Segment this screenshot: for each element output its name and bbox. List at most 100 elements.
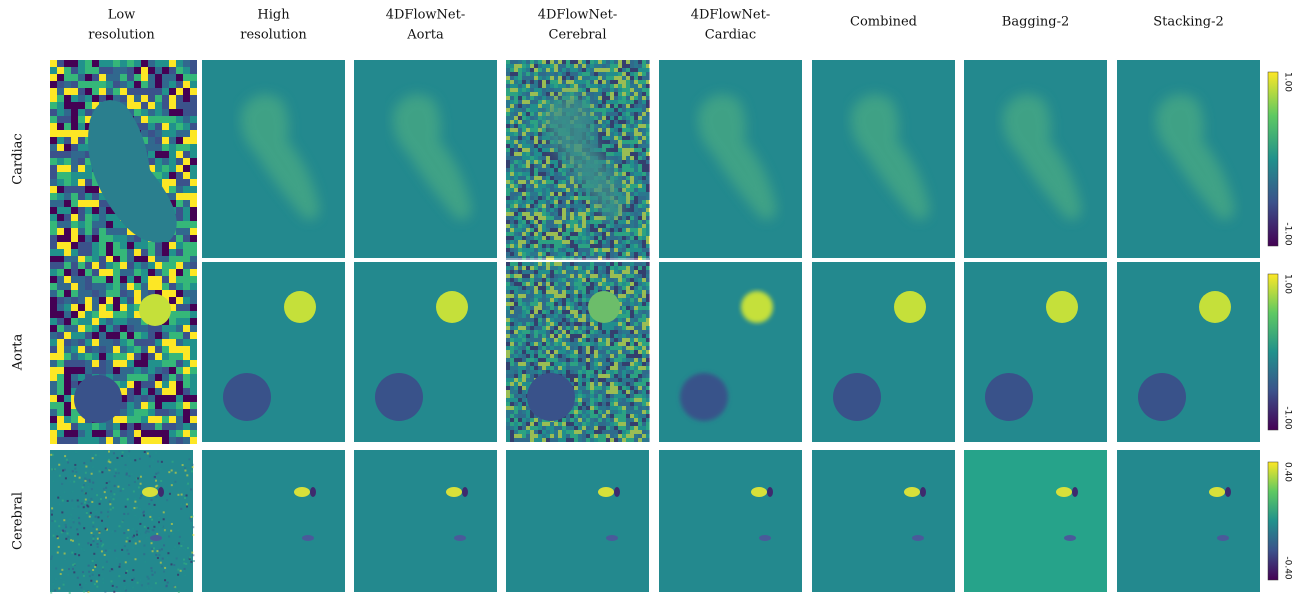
noise-pixel [162, 144, 169, 151]
noise-pixel [602, 342, 606, 346]
noise-pixel [590, 426, 594, 430]
noise-pixel [634, 394, 638, 398]
noise-pixel [590, 322, 594, 326]
noise-pixel [542, 342, 546, 346]
noise-pixel [518, 294, 522, 298]
noise-pixel [148, 332, 155, 339]
noise-pixel [78, 95, 85, 102]
noise-pixel [638, 216, 642, 220]
noise-pixel [578, 252, 582, 256]
noise-pixel [526, 366, 530, 370]
noise-pixel [510, 418, 514, 422]
noise-pixel [71, 137, 78, 144]
noise-pixel [610, 266, 614, 270]
noise-pixel [169, 367, 176, 374]
noise-pixel [574, 274, 578, 278]
noise-pixel [618, 414, 622, 418]
noise-pixel [570, 334, 574, 338]
noise-pixel [586, 318, 590, 322]
noise-pixel [586, 378, 590, 382]
noise-pixel [530, 176, 534, 180]
noise-pixel [582, 358, 586, 362]
noise-pixel [166, 585, 168, 587]
noise-pixel [602, 382, 606, 386]
noise-pixel [168, 535, 170, 537]
noise-pixel [634, 414, 638, 418]
noise-pixel [534, 132, 538, 136]
noise-pixel [169, 102, 176, 109]
noise-pixel [186, 503, 188, 505]
noise-pixel [506, 322, 510, 326]
noise-pixel [534, 172, 538, 176]
noise-pixel [606, 338, 610, 342]
noise-pixel [646, 294, 650, 298]
noise-pixel [634, 80, 638, 84]
noise-pixel [606, 342, 610, 346]
noise-pixel [538, 172, 542, 176]
noise-pixel [546, 422, 550, 426]
noise-pixel [78, 158, 85, 165]
noise-pixel [610, 128, 614, 132]
noise-pixel [606, 354, 610, 358]
noise-pixel [89, 575, 91, 577]
image-panel [659, 60, 802, 258]
noise-pixel [602, 426, 606, 430]
noise-pixel [57, 360, 64, 367]
noise-pixel [602, 72, 606, 76]
noise-pixel [190, 353, 197, 360]
noise-pixel [610, 398, 614, 402]
noise-pixel [92, 437, 99, 444]
noise-pixel [606, 358, 610, 362]
noise-pixel [646, 244, 650, 248]
noise-pixel [630, 72, 634, 76]
noise-pixel [610, 430, 614, 434]
noise-pixel [514, 208, 518, 212]
noise-pixel [566, 298, 570, 302]
noise-pixel [618, 382, 622, 386]
noise-pixel [546, 314, 550, 318]
noise-pixel [622, 88, 626, 92]
noise-pixel [162, 116, 169, 123]
noise-pixel [582, 244, 586, 248]
noise-pixel [514, 124, 518, 128]
noise-pixel [526, 224, 530, 228]
noise-pixel [642, 386, 646, 390]
noise-pixel [538, 342, 542, 346]
noise-pixel [113, 256, 120, 263]
noise-pixel [622, 354, 626, 358]
noise-pixel [78, 517, 80, 519]
noise-pixel [522, 290, 526, 294]
noise-pixel [614, 140, 618, 144]
noise-pixel [78, 60, 85, 67]
noise-pixel [542, 132, 546, 136]
noise-pixel [638, 248, 642, 252]
noise-pixel [506, 382, 510, 386]
noise-pixel [602, 112, 606, 116]
noise-pixel [622, 152, 626, 156]
noise-pixel [642, 370, 646, 374]
noise-pixel [626, 140, 630, 144]
noise-pixel [642, 414, 646, 418]
noise-pixel [530, 270, 534, 274]
noise-pixel [104, 554, 106, 556]
noise-pixel [546, 366, 550, 370]
noise-pixel [558, 232, 562, 236]
noise-pixel [630, 374, 634, 378]
noise-pixel [120, 332, 127, 339]
noise-pixel [602, 278, 606, 282]
noise-pixel [134, 416, 141, 423]
noise-pixel [578, 394, 582, 398]
noise-pixel [518, 298, 522, 302]
noise-pixel [614, 262, 618, 266]
noise-pixel [506, 366, 510, 370]
noise-pixel [85, 423, 92, 430]
noise-pixel [546, 322, 550, 326]
noise-pixel [192, 464, 194, 466]
noise-pixel [594, 76, 598, 80]
noise-pixel [105, 497, 107, 499]
noise-pixel [578, 84, 582, 88]
noise-pixel [554, 318, 558, 322]
noise-pixel [506, 298, 510, 302]
noise-pixel [570, 224, 574, 228]
noise-pixel [506, 196, 510, 200]
